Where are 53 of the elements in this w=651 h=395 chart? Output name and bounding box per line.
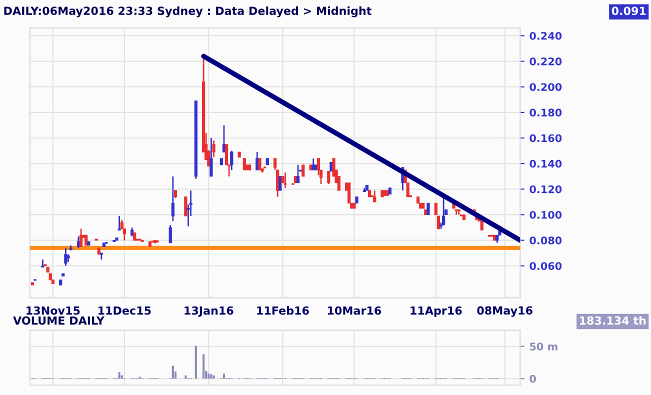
y-tick-label: 0.220 [530, 58, 562, 66]
chart-title: DAILY:06May2016 23:33 Sydney : Data Delayed > Midnight [4, 6, 372, 18]
y-tick-label: 0.200 [530, 83, 562, 91]
x-tick-label: 11Feb16 [257, 306, 309, 315]
candlestick [426, 202, 430, 215]
bar [208, 374, 210, 379]
x-tick-label: 08May16 [477, 306, 532, 317]
y-tick-label: 0.180 [530, 108, 562, 117]
x-tick-label: 13Nov15 [26, 306, 80, 315]
candlestick [79, 228, 83, 248]
bar [184, 375, 187, 379]
bar [120, 375, 123, 379]
text: 0.091 [612, 6, 646, 16]
bar [210, 374, 212, 379]
x-tick-label: 10Mar16 [328, 306, 382, 315]
bar [212, 375, 215, 379]
candlestick [278, 176, 282, 192]
candlestick [442, 196, 446, 226]
bar [172, 366, 174, 379]
candlestick [258, 158, 262, 171]
candlestick [171, 176, 174, 222]
candlestick [224, 144, 228, 166]
y-tick-label: 0.060 [530, 262, 562, 270]
bar [202, 354, 205, 379]
y-tick-label: 0.160 [530, 134, 562, 142]
y-tick-label: 0.140 [530, 160, 562, 168]
bar [118, 372, 120, 379]
y-tick-label: 0.120 [530, 185, 562, 194]
candlestick [302, 164, 305, 178]
candlestick [210, 137, 213, 178]
y-tick-label: 0 [530, 374, 536, 383]
x-tick-label: 11Dec15 [98, 306, 151, 315]
candlestick [242, 158, 246, 171]
candlestick [84, 234, 88, 246]
candlestick [296, 164, 300, 184]
candlestick [230, 150, 234, 171]
candlestick [64, 247, 68, 267]
x-tick-label: 13Jan16 [184, 306, 234, 317]
bar [222, 374, 226, 379]
text: 183.134 th [580, 316, 646, 325]
candlestick [118, 215, 121, 231]
y-tick-label: 0.240 [530, 32, 562, 40]
candlestick [184, 196, 188, 216]
y-tick-label: 0.080 [530, 236, 562, 244]
candlestick [312, 158, 315, 171]
y-tick-label: 0.100 [530, 210, 562, 219]
y-tick-label: 50 m [530, 342, 558, 350]
candlestick [373, 190, 376, 203]
candlestick [316, 158, 320, 176]
candlestick [168, 224, 172, 244]
x-tick-label: 11Apr16 [410, 306, 462, 317]
chart-title: VOLUME DAILY [13, 316, 105, 325]
bar [194, 346, 197, 379]
